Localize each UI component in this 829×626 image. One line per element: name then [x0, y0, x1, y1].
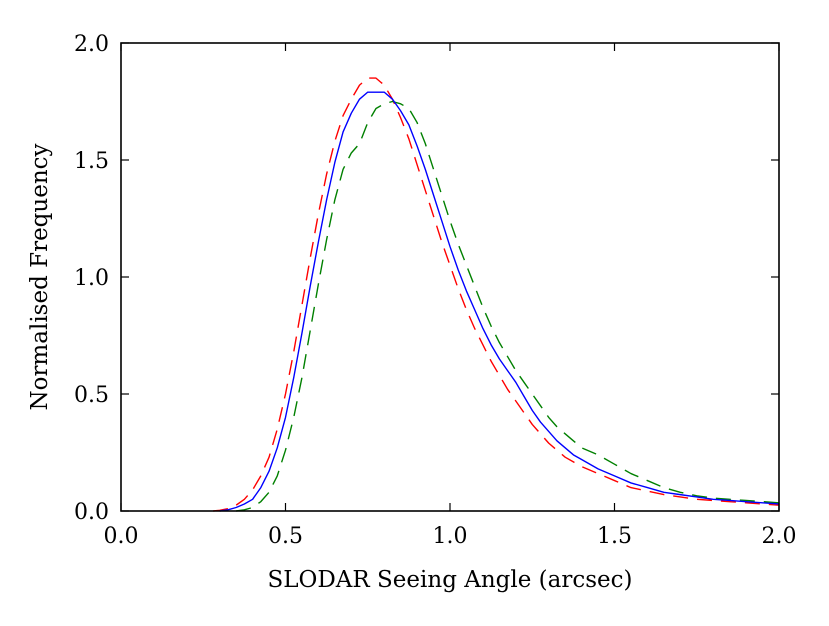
y-tick-label: 0.0	[74, 500, 109, 525]
y-tick-label: 0.5	[74, 383, 109, 408]
x-tick-label: 1.5	[597, 524, 632, 549]
x-tick-label: 1.0	[433, 524, 468, 549]
x-tick-label: 0.0	[104, 524, 139, 549]
plot-frame	[120, 42, 780, 512]
x-tick-label: 2.0	[762, 524, 797, 549]
series-line-green-dashed	[236, 100, 780, 512]
y-tick-label: 1.0	[74, 266, 109, 291]
y-tick-label: 1.5	[74, 149, 109, 174]
y-tick-label: 2.0	[74, 32, 109, 57]
y-axis-label: Normalised Frequency	[27, 143, 53, 410]
series-layer	[213, 77, 780, 512]
x-tick-label: 0.5	[268, 524, 303, 549]
series-line-red-dashed	[213, 77, 780, 512]
ticks-layer: 0.0 0.5 1.0 1.5 2.0 0.0 0.5 1.0 1.5 2.0	[74, 32, 797, 549]
series-line-blue-solid	[219, 91, 780, 512]
x-axis-label: SLODAR Seeing Angle (arcsec)	[267, 567, 632, 593]
